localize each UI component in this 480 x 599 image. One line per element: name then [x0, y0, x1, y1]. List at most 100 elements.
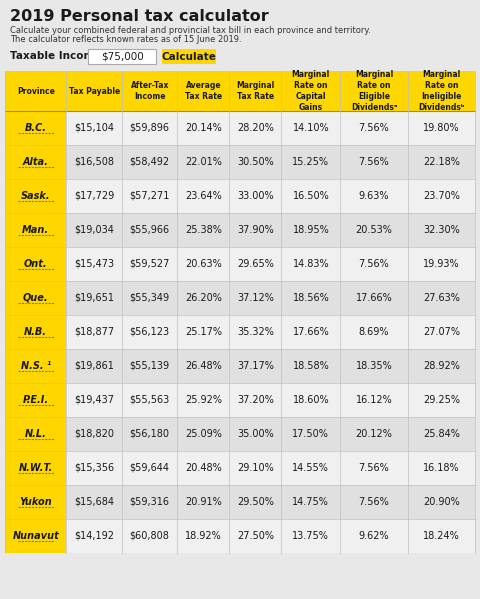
Text: 29.50%: 29.50% [237, 497, 274, 507]
Text: $19,651: $19,651 [74, 293, 114, 303]
Text: $59,527: $59,527 [130, 259, 170, 269]
Text: 27.50%: 27.50% [237, 531, 274, 541]
Text: 22.01%: 22.01% [185, 157, 222, 167]
FancyBboxPatch shape [408, 383, 475, 417]
FancyBboxPatch shape [229, 281, 281, 315]
Text: $58,492: $58,492 [130, 157, 170, 167]
Text: 25.84%: 25.84% [423, 429, 460, 439]
FancyBboxPatch shape [88, 49, 156, 64]
FancyBboxPatch shape [229, 349, 281, 383]
FancyBboxPatch shape [66, 111, 122, 145]
FancyBboxPatch shape [122, 519, 178, 553]
Text: 16.12%: 16.12% [356, 395, 393, 405]
FancyBboxPatch shape [408, 451, 475, 485]
FancyBboxPatch shape [340, 281, 408, 315]
Text: 7.56%: 7.56% [359, 123, 389, 133]
Text: $59,316: $59,316 [130, 497, 169, 507]
FancyBboxPatch shape [229, 451, 281, 485]
FancyBboxPatch shape [122, 383, 178, 417]
FancyBboxPatch shape [340, 179, 408, 213]
Text: 20.63%: 20.63% [185, 259, 222, 269]
FancyBboxPatch shape [340, 111, 408, 145]
FancyBboxPatch shape [229, 247, 281, 281]
FancyBboxPatch shape [66, 213, 122, 247]
FancyBboxPatch shape [5, 383, 66, 417]
FancyBboxPatch shape [5, 179, 66, 213]
Text: $15,104: $15,104 [74, 123, 114, 133]
Text: The calculator reflects known rates as of 15 June 2019.: The calculator reflects known rates as o… [10, 35, 241, 44]
FancyBboxPatch shape [178, 451, 229, 485]
Text: $60,808: $60,808 [130, 531, 169, 541]
Text: 37.12%: 37.12% [237, 293, 274, 303]
FancyBboxPatch shape [229, 111, 281, 145]
Text: 16.50%: 16.50% [292, 191, 329, 201]
Text: 17.66%: 17.66% [356, 293, 393, 303]
Text: 20.91%: 20.91% [185, 497, 222, 507]
Text: Sask.: Sask. [21, 191, 50, 201]
Text: $18,820: $18,820 [74, 429, 114, 439]
FancyBboxPatch shape [5, 417, 66, 451]
FancyBboxPatch shape [66, 383, 122, 417]
Text: $14,192: $14,192 [74, 531, 114, 541]
FancyBboxPatch shape [178, 179, 229, 213]
Text: 35.32%: 35.32% [237, 327, 274, 337]
Text: 33.00%: 33.00% [237, 191, 274, 201]
Text: $15,473: $15,473 [74, 259, 114, 269]
Text: 18.35%: 18.35% [356, 361, 393, 371]
FancyBboxPatch shape [66, 485, 122, 519]
FancyBboxPatch shape [66, 349, 122, 383]
Text: 9.62%: 9.62% [359, 531, 389, 541]
FancyBboxPatch shape [178, 247, 229, 281]
FancyBboxPatch shape [5, 451, 66, 485]
FancyBboxPatch shape [5, 281, 66, 315]
FancyBboxPatch shape [229, 383, 281, 417]
FancyBboxPatch shape [281, 213, 340, 247]
FancyBboxPatch shape [122, 451, 178, 485]
Text: 26.20%: 26.20% [185, 293, 222, 303]
Text: 9.63%: 9.63% [359, 191, 389, 201]
FancyBboxPatch shape [178, 417, 229, 451]
Text: $55,563: $55,563 [130, 395, 170, 405]
Text: 14.55%: 14.55% [292, 463, 329, 473]
Text: 27.63%: 27.63% [423, 293, 460, 303]
FancyBboxPatch shape [340, 451, 408, 485]
Text: 20.53%: 20.53% [356, 225, 393, 235]
Text: 37.90%: 37.90% [237, 225, 274, 235]
FancyBboxPatch shape [5, 349, 66, 383]
Text: 18.24%: 18.24% [423, 531, 460, 541]
Text: 16.18%: 16.18% [423, 463, 460, 473]
Text: Province: Province [17, 86, 55, 95]
FancyBboxPatch shape [122, 179, 178, 213]
FancyBboxPatch shape [122, 247, 178, 281]
FancyBboxPatch shape [5, 111, 66, 145]
Text: 20.48%: 20.48% [185, 463, 222, 473]
Text: 18.58%: 18.58% [292, 361, 329, 371]
Text: 17.66%: 17.66% [292, 327, 329, 337]
Text: 28.92%: 28.92% [423, 361, 460, 371]
Text: 25.09%: 25.09% [185, 429, 222, 439]
FancyBboxPatch shape [66, 281, 122, 315]
Text: 19.80%: 19.80% [423, 123, 460, 133]
Text: Marginal
Rate on
Ineligible
Dividendsᵇ: Marginal Rate on Ineligible Dividendsᵇ [418, 70, 465, 111]
FancyBboxPatch shape [5, 71, 475, 111]
FancyBboxPatch shape [229, 315, 281, 349]
Text: Calculate your combined federal and provincial tax bill in each province and ter: Calculate your combined federal and prov… [10, 26, 371, 35]
Text: 18.95%: 18.95% [292, 225, 329, 235]
Text: 18.92%: 18.92% [185, 531, 222, 541]
Text: 26.48%: 26.48% [185, 361, 222, 371]
Text: $59,644: $59,644 [130, 463, 169, 473]
FancyBboxPatch shape [340, 519, 408, 553]
Text: P.E.I.: P.E.I. [23, 395, 49, 405]
Text: $57,271: $57,271 [130, 191, 170, 201]
FancyBboxPatch shape [281, 519, 340, 553]
Text: Alta.: Alta. [23, 157, 48, 167]
Text: $75,000: $75,000 [101, 52, 144, 62]
Text: Calculate: Calculate [162, 52, 216, 62]
Text: N.L.: N.L. [25, 429, 47, 439]
FancyBboxPatch shape [5, 519, 66, 553]
Text: 20.12%: 20.12% [356, 429, 393, 439]
FancyBboxPatch shape [281, 145, 340, 179]
Text: 23.64%: 23.64% [185, 191, 222, 201]
Text: $19,437: $19,437 [74, 395, 114, 405]
Text: Man.: Man. [22, 225, 49, 235]
